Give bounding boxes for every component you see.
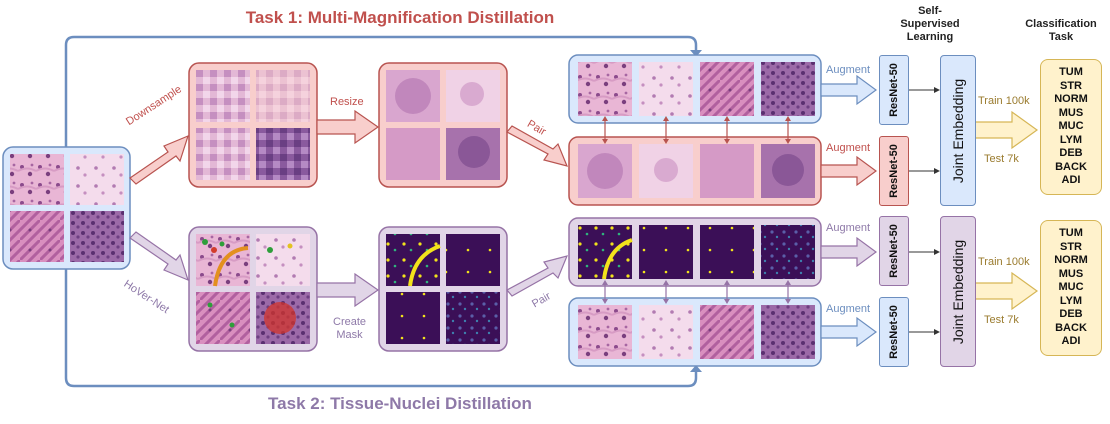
ssl-header: Self- Supervised Learning [880,5,980,44]
mask-tile-group [378,226,508,352]
joint-embedding-bottom-label: Joint Embedding [950,239,967,344]
test-label-bottom: Test 7k [984,314,1019,326]
joint-embedding-top-label: Joint Embedding [950,78,967,183]
augment-label-3: Augment [826,222,871,234]
classification-header: Classification Task [1016,18,1106,44]
resize-arrow [316,109,380,145]
resnet-label-1: ResNet-50 [888,63,900,117]
resnet-label-2: ResNet-50 [888,144,900,198]
augment-arrow-4 [820,316,878,348]
class-item: MUS [1058,267,1084,280]
row2-lowres-tiles [568,136,822,206]
class-item: DEB [1059,147,1083,159]
classification-header-text: Classification Task [1025,18,1097,43]
pair-links-top [604,118,789,142]
class-item: DEB [1059,308,1083,320]
downsample-arrow [129,134,189,185]
test-label-top: Test 7k [984,153,1019,165]
augment-label-4: Augment [826,303,871,315]
task2-title: Task 2: Tissue-Nuclei Distillation [268,394,532,413]
pair-arrow-upper [506,125,569,167]
augment-arrow-3 [820,236,878,268]
class-item: MUS [1058,106,1084,119]
resnet-encoder-1: ResNet-50 [879,55,909,125]
class-item: LYM [1059,294,1083,307]
create-mask-label-text: Create Mask [333,316,367,341]
pair-links-bottom [604,282,789,302]
resnet-encoder-2: ResNet-50 [879,136,909,206]
pair-links-top-heads [602,116,791,144]
class-item: MUC [1058,281,1084,293]
hovernet-arrow [129,231,189,282]
resnet-encoder-3: ResNet-50 [879,216,909,286]
class-item: TUM [1059,227,1083,239]
task2-route-arrowhead [690,365,702,372]
classify-arrow-top [973,110,1039,150]
task1-route-arrow [64,35,698,148]
class-item: LYM [1059,133,1083,146]
class-item: BACK [1055,160,1087,173]
class-item: BACK [1055,321,1087,334]
resnet-label-3: ResNet-50 [888,224,900,278]
augment-arrow-1 [820,74,878,106]
class-list-bottom: TUM STR NORM MUS MUC LYM DEB BACK ADI [1040,220,1102,356]
pair-arrow-lower [506,255,569,297]
resnet-encoder-4: ResNet-50 [879,297,909,367]
class-item: ADI [1061,335,1081,347]
ssl-header-text: Self- Supervised Learning [900,5,960,43]
task1-route-arrowhead [690,50,702,57]
augment-label-1: Augment [826,64,871,76]
joint-embedding-bottom: Joint Embedding [940,216,976,367]
class-item: STR [1060,240,1082,253]
classify-arrow-bottom [973,271,1039,311]
augment-arrow-2 [820,155,878,187]
resized-tile-group [378,62,508,188]
class-item: MUC [1058,120,1084,132]
create-mask-arrow [316,272,380,308]
resize-label: Resize [330,96,364,108]
train-label-top: Train 100k [978,95,1030,107]
class-list-top: TUM STR NORM MUS MUC LYM DEB BACK ADI [1040,59,1102,195]
class-item: ADI [1061,174,1081,186]
downsampled-tile-group [188,62,318,188]
joint-embedding-top: Joint Embedding [940,55,976,206]
augment-label-2: Augment [826,142,871,154]
class-item: STR [1060,79,1082,92]
class-item: NORM [1054,254,1088,266]
create-mask-label: Create Mask [333,316,366,342]
task2-route-arrow [64,268,698,388]
resnet-label-4: ResNet-50 [888,305,900,359]
class-item: TUM [1059,66,1083,78]
source-tile-group [2,146,131,270]
hovernet-tile-group [188,226,318,352]
row4-original-tiles [568,297,822,367]
train-label-bottom: Train 100k [978,256,1030,268]
row1-original-tiles [568,54,822,124]
task1-title: Task 1: Multi-Magnification Distillation [245,8,555,27]
encoder-to-joint-arrows [908,87,940,335]
row3-mask-tiles [568,217,822,287]
pair-links-bottom-heads [602,280,791,304]
class-item: NORM [1054,93,1088,105]
